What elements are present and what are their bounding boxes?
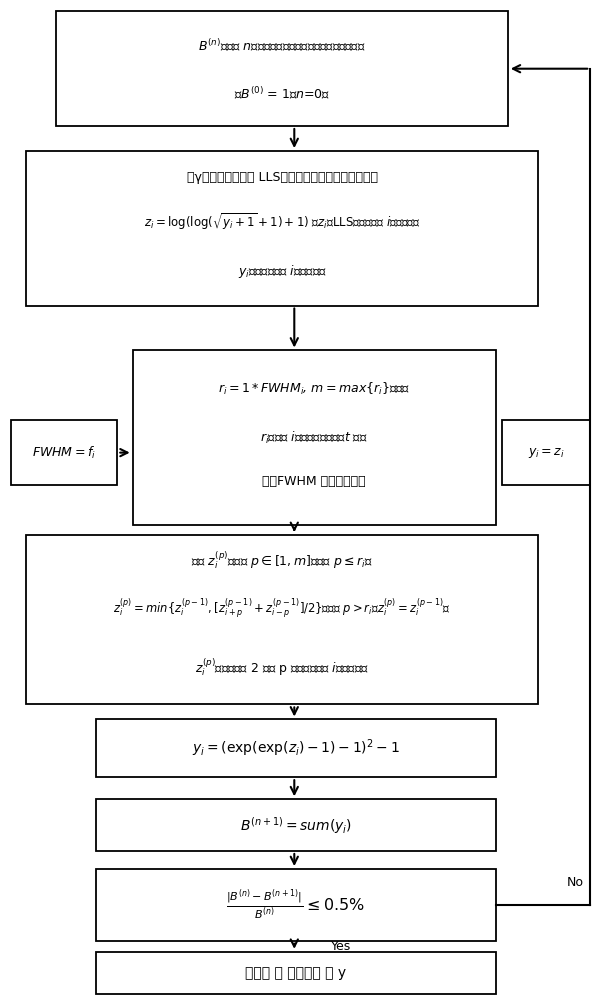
Text: $r_i$表示第 $i$个能量峰的宽度，$t$ 是常: $r_i$表示第 $i$个能量峰的宽度，$t$ 是常 [261, 430, 368, 446]
Text: 计算 $z_i^{(p)}$，其中 $p\in[1,m]$，如果 $p \leq r_i$，: 计算 $z_i^{(p)}$，其中 $p\in[1,m]$，如果 $p \leq… [191, 550, 373, 571]
Text: $y_i = z_i$: $y_i = z_i$ [528, 446, 565, 460]
Bar [132, 350, 496, 525]
Bar [56, 11, 508, 126]
Text: 量，FWHM 是峰的半高宽: 量，FWHM 是峰的半高宽 [262, 475, 366, 488]
Text: No: No [566, 876, 584, 889]
Text: $y_i = (\exp(\exp(z_i)-1)-1)^2-1$: $y_i = (\exp(\exp(z_i)-1)-1)^2-1$ [192, 738, 400, 759]
Text: $r_i = 1*FWHM_i$, $m = max\{r_i\}$，其中: $r_i = 1*FWHM_i$, $m = max\{r_i\}$，其中 [218, 381, 410, 397]
Bar [10, 420, 117, 485]
Text: $y_i$为变换前的第 $i$道谱数据；: $y_i$为变换前的第 $i$道谱数据； [238, 263, 327, 280]
Bar [26, 151, 538, 306]
Text: 将γ能谱的数据进行 LLS（对数－对数－开方）变换：: 将γ能谱的数据进行 LLS（对数－对数－开方）变换： [186, 171, 378, 184]
Text: $z_i^{(p)}$表示在步骤 2 中第 p 次变换后的第 $i$道谱数据；: $z_i^{(p)}$表示在步骤 2 中第 p 次变换后的第 $i$道谱数据； [195, 656, 369, 678]
Text: $z_i^{(p)} = min\{z_i^{(p-1)}, [z_{i+p}^{(p-1)} + z_{i-p}^{(p-1)}]/2\}$；如果 $p > : $z_i^{(p)} = min\{z_i^{(p-1)}, [z_{i+p}^… [113, 596, 451, 620]
Bar [502, 420, 590, 485]
Text: Yes: Yes [331, 940, 351, 953]
Text: 净能谱 ＝ 原始能谱 － y: 净能谱 ＝ 原始能谱 － y [245, 966, 346, 980]
Text: $FWHM = f_i$: $FWHM = f_i$ [32, 445, 96, 461]
Bar [96, 869, 496, 941]
Text: $B^{(n+1)} = sum(y_i)$: $B^{(n+1)} = sum(y_i)$ [240, 815, 352, 836]
Bar [96, 719, 496, 777]
Text: $z_i = \log(\log(\sqrt{y_i+1}+1)+1)$ ；$z_i$为LLS变换后的第 $i$道谱数据，: $z_i = \log(\log(\sqrt{y_i+1}+1)+1)$ ；$z… [143, 212, 421, 232]
Bar [96, 952, 496, 994]
Bar [96, 799, 496, 851]
Text: $B^{(n)}$表示第 $n$次扣除本底时的本底面积，并且设定初始: $B^{(n)}$表示第 $n$次扣除本底时的本底面积，并且设定初始 [199, 38, 366, 54]
Text: 值$B^{(0)}$ = 1，$n$=0，: 值$B^{(0)}$ = 1，$n$=0， [234, 86, 330, 102]
Text: $\frac{|B^{(n)} - B^{(n+1)}|}{B^{(n)}} \leq 0.5\%$: $\frac{|B^{(n)} - B^{(n+1)}|}{B^{(n)}} \… [226, 888, 365, 922]
Bar [26, 535, 538, 704]
